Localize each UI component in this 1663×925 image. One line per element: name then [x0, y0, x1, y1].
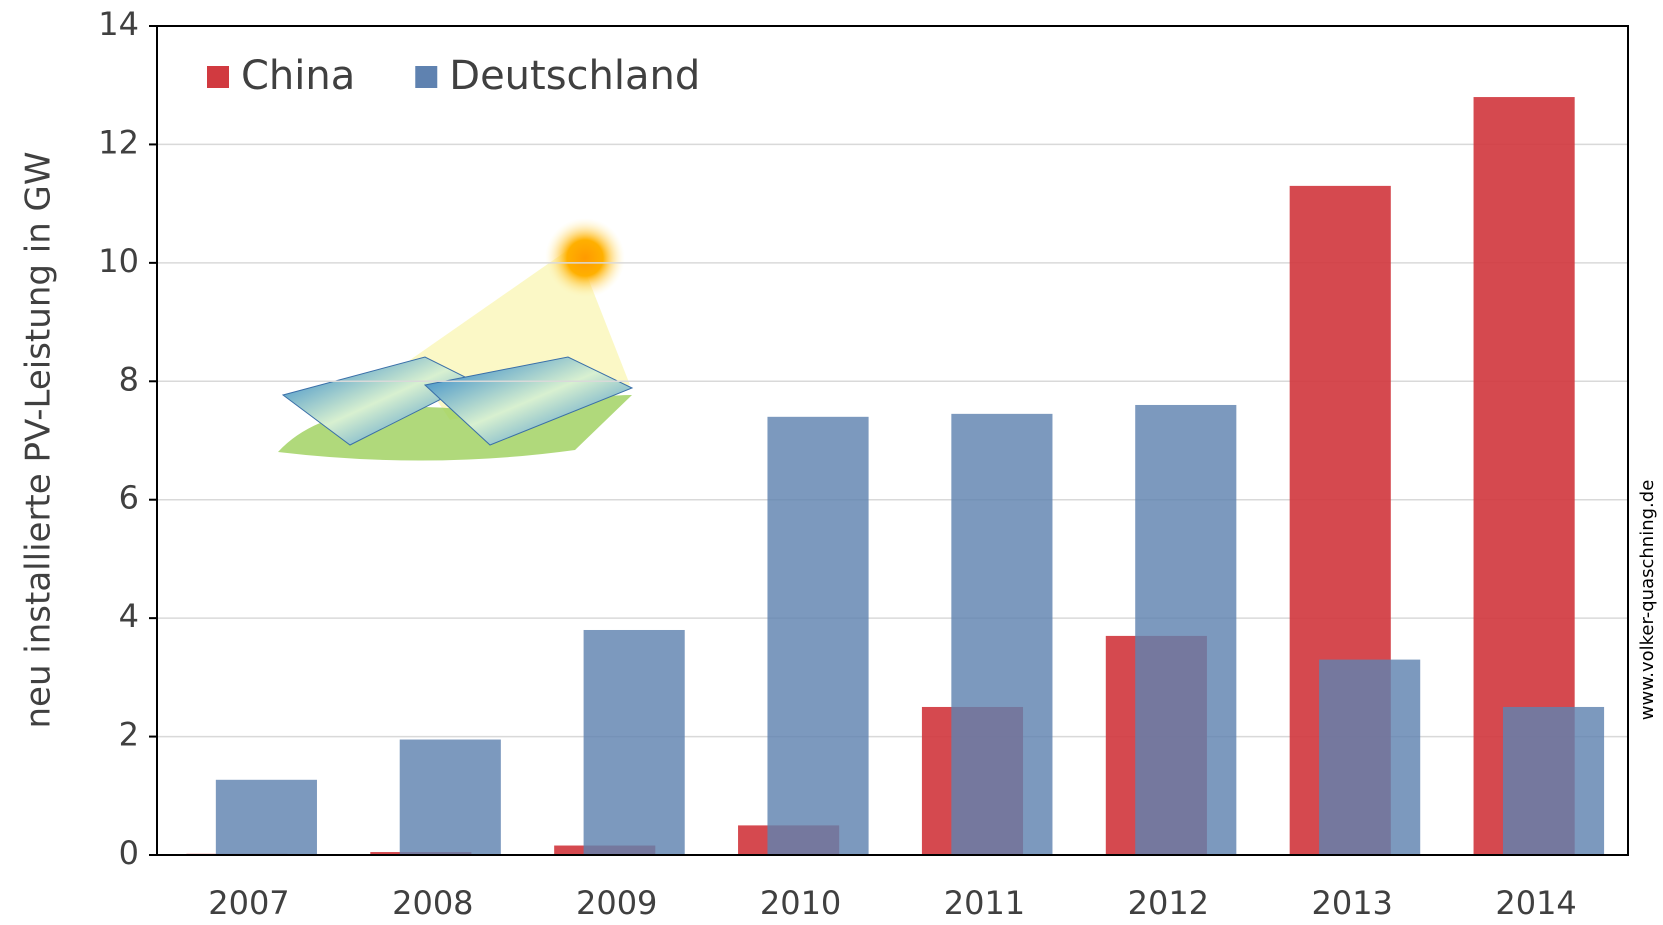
x-tick-label: 2012: [1128, 884, 1209, 922]
bar: [1503, 707, 1604, 855]
bar: [1135, 405, 1236, 855]
y-tick-label: 12: [98, 123, 139, 161]
legend-label: China: [241, 53, 355, 99]
x-tick-label: 2010: [760, 884, 841, 922]
x-tick-label: 2011: [944, 884, 1025, 922]
y-tick-label: 4: [119, 597, 139, 635]
legend-label: Deutschland: [449, 53, 700, 99]
y-tick-label: 2: [119, 716, 139, 754]
chart: neu installierte PV-Leistung in GW www.v…: [0, 0, 1663, 925]
y-tick-label: 0: [119, 834, 139, 872]
bar: [951, 414, 1052, 855]
x-tick-label: 2008: [392, 884, 473, 922]
sun: [545, 218, 625, 298]
x-tick-label: 2009: [576, 884, 657, 922]
x-tick-label: 2013: [1311, 884, 1392, 922]
y-tick-label: 10: [98, 242, 139, 280]
bar: [1319, 660, 1420, 855]
x-tick-label: 2007: [208, 884, 289, 922]
bar: [216, 780, 317, 855]
x-tick-label: 2014: [1495, 884, 1576, 922]
bar: [400, 740, 501, 855]
y-axis-label: neu installierte PV-Leistung in GW: [19, 151, 59, 728]
y-tick-label: 8: [119, 360, 139, 398]
bar: [584, 630, 685, 855]
y-tick-label: 14: [98, 5, 139, 43]
bar: [767, 417, 868, 855]
watermark: www.volker-quaschning.de: [1637, 480, 1658, 721]
legend-swatch: [415, 66, 437, 88]
legend-swatch: [207, 66, 229, 88]
y-tick-label: 6: [119, 479, 139, 517]
solar-illustration: [278, 218, 632, 461]
